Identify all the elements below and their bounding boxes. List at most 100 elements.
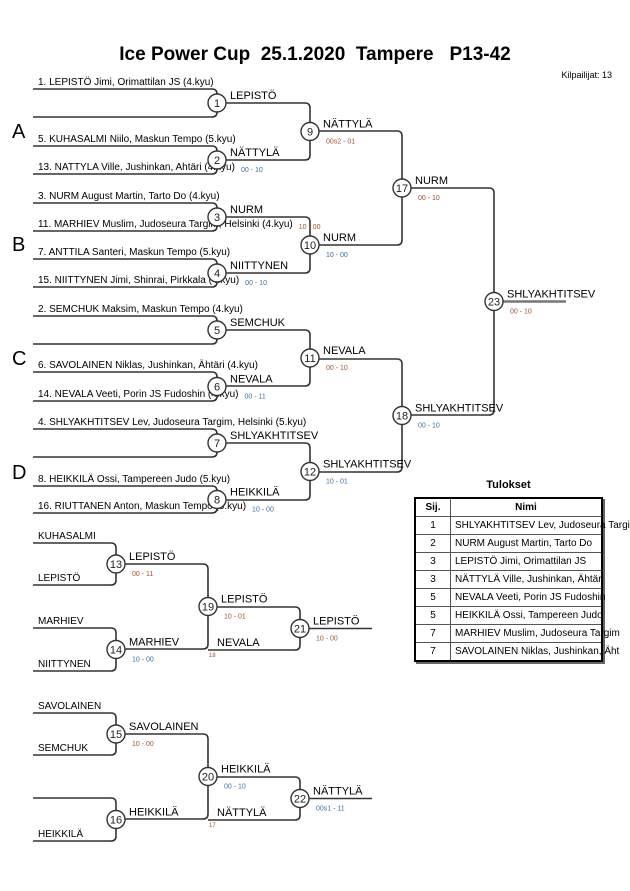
- result-rank: 3: [414, 552, 451, 571]
- pool-label-b: B: [12, 234, 25, 256]
- result-name: HEIKKILÄ Ossi, Tampereen Judo: [450, 606, 603, 625]
- match-score: 10 - 01: [224, 614, 246, 621]
- result-row: 5 HEIKKILÄ Ossi, Tampereen Judo: [414, 606, 603, 625]
- match-winner: SHLYAKHTITSEV: [230, 430, 319, 442]
- match-winner: NURM: [230, 204, 263, 216]
- match-score: 10 - 00: [299, 224, 321, 231]
- result-name: NÄTTYLÄ Ville, Jushinkan, Ähtäri: [450, 570, 604, 589]
- match-score: 10 - 00: [316, 636, 338, 643]
- result-name: SHLYAKHTITSEV Lev, Judoseura Targim: [450, 516, 630, 535]
- match-number-circle[interactable]: [207, 150, 227, 170]
- match-number: 19: [202, 602, 214, 614]
- match-number-circle[interactable]: [106, 724, 126, 744]
- result-rank: 7: [414, 642, 451, 662]
- match-score: 00s1 - 11: [316, 806, 345, 813]
- match-winner: HEIKKILÄ: [221, 764, 271, 776]
- competitor-entry: MARHIEV: [38, 616, 84, 627]
- match-number-circle[interactable]: [207, 263, 227, 283]
- match-score: 10 - 00: [132, 741, 154, 748]
- competitor-entry: 2. SEMCHUK Maksim, Maskun Tempo (4.kyu): [38, 304, 243, 315]
- match-number: 14: [110, 645, 122, 657]
- match-winner: NEVALA: [323, 345, 366, 357]
- pool-label-a: A: [12, 121, 26, 143]
- match-number: 16: [110, 815, 122, 827]
- result-row: 7 SAVOLAINEN Niklas, Jushinkan, Äht: [414, 642, 619, 662]
- match-number-circle[interactable]: [300, 348, 320, 368]
- competitor-entry: KUHASALMI: [38, 531, 96, 542]
- bracket-line-match-7: [33, 428, 218, 458]
- match-score: 00 - 10: [326, 365, 348, 372]
- results-title: Tulokset: [486, 479, 531, 491]
- match-winner: SEMCHUK: [230, 317, 286, 329]
- match-winner: LEPISTÖ: [129, 551, 176, 563]
- match-score: 00 - 10: [241, 167, 263, 174]
- result-rank: 2: [414, 534, 451, 553]
- match-number: 18: [396, 411, 408, 423]
- match-number: 12: [304, 467, 316, 479]
- results-header-row: Sij. Nimi: [414, 497, 603, 517]
- match-score: 10 - 00: [326, 252, 348, 259]
- match-number: 13: [110, 559, 122, 571]
- result-row: 1 SHLYAKHTITSEV Lev, Judoseura Targim: [414, 516, 630, 535]
- match-winner: SHLYAKHTITSEV: [323, 459, 412, 471]
- match-number: 21: [294, 624, 306, 636]
- competitor-entry: 13. NATTYLA Ville, Jushinkan, Ahtäri (4.…: [38, 162, 235, 173]
- match-number: 17: [396, 183, 408, 195]
- result-row: 3 LEPISTÖ Jimi, Orimattilan JS: [414, 552, 603, 571]
- match-number-circle[interactable]: [207, 93, 227, 113]
- match-number-circle[interactable]: [106, 639, 126, 660]
- result-name: NEVALA Veeti, Porin JS Fudoshin: [450, 588, 605, 607]
- match-number-circle[interactable]: [198, 596, 218, 617]
- competitor-count: Kilpailijat: 13: [561, 70, 612, 80]
- match-winner: NÄTTYLÄ: [313, 786, 363, 798]
- match-number-circle[interactable]: [290, 788, 310, 809]
- match-number: 3: [214, 212, 220, 224]
- match-winner: NÄTTYLÄ: [323, 119, 373, 131]
- match-number: 1: [214, 98, 220, 110]
- match-number-circle[interactable]: [484, 291, 504, 312]
- match-number: 2: [214, 155, 220, 167]
- result-rank: 7: [414, 624, 451, 643]
- match-number-circle[interactable]: [207, 376, 227, 397]
- match-number: 23: [488, 297, 500, 309]
- match-score: 00 - 10: [418, 423, 440, 430]
- match-score: 00 - 10: [245, 280, 267, 287]
- result-row: 3 NÄTTYLÄ Ville, Jushinkan, Ähtäri: [414, 570, 604, 589]
- match-number-circle[interactable]: [300, 121, 320, 142]
- match-number-circle[interactable]: [290, 618, 310, 639]
- competitor-entry: 8. HEIKKILÄ Ossi, Tampereen Judo (5.kyu): [38, 473, 230, 485]
- match-number: 20: [202, 772, 214, 784]
- bracket-line-match-5: [33, 315, 218, 345]
- result-name: MARHIEV Muslim, Judoseura Targim: [450, 624, 620, 643]
- match-number-circle[interactable]: [207, 489, 227, 510]
- match-score: 00 - 10: [224, 784, 246, 791]
- competitor-entry: HEIKKILÄ: [38, 828, 83, 840]
- match-number-circle[interactable]: [392, 405, 412, 426]
- match-winner: NURM: [323, 232, 356, 244]
- match-number-circle[interactable]: [198, 766, 218, 787]
- match-number-circle[interactable]: [106, 809, 126, 830]
- pool-label-c: C: [12, 348, 26, 370]
- match-winner: HEIKKILÄ: [230, 487, 280, 499]
- match-number-circle[interactable]: [300, 235, 320, 255]
- match-number-circle[interactable]: [207, 207, 227, 227]
- competitor-entry: SAVOLAINEN: [38, 701, 101, 712]
- match-score: 00 - 11: [244, 394, 265, 401]
- match-winner: SHLYAKHTITSEV: [507, 289, 596, 301]
- match-number-circle[interactable]: [300, 461, 320, 482]
- match-number-circle[interactable]: [207, 320, 227, 340]
- bracket-line-match-18: [310, 358, 403, 473]
- match-number: 4: [214, 268, 220, 280]
- competitor-entry: 14. NEVALA Veeti, Porin JS Fudoshin (4.k…: [38, 389, 238, 400]
- match-number-circle[interactable]: [106, 554, 126, 574]
- competitor-entry: NIITTYNEN: [38, 659, 91, 670]
- source-match-label: 17: [209, 823, 216, 829]
- competitor-entry: 7. ANTTILA Santeri, Maskun Tempo (5.kyu): [38, 247, 230, 258]
- rank-header: Sij.: [414, 497, 451, 517]
- match-number: 5: [214, 325, 220, 337]
- match-score: 00 - 10: [418, 195, 440, 202]
- match-number-circle[interactable]: [207, 433, 227, 453]
- match-number-circle[interactable]: [392, 178, 412, 198]
- match-winner: LEPISTÖ: [230, 90, 277, 102]
